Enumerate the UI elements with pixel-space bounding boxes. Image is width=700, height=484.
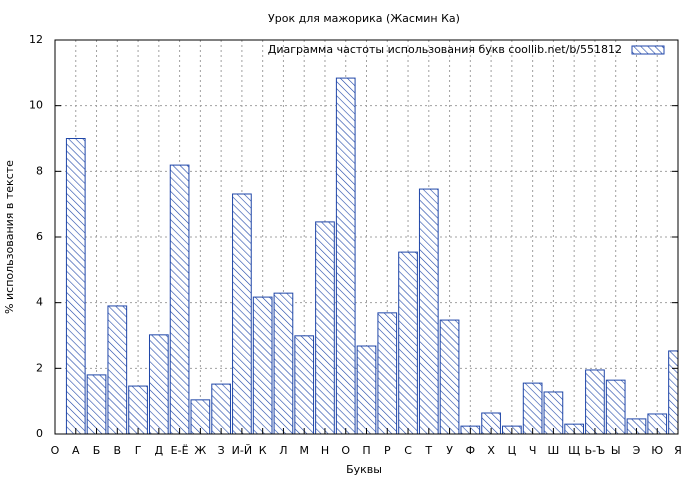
x-tick-label: А [72, 444, 80, 457]
bar [335, 77, 356, 434]
bar [190, 399, 211, 434]
x-tick-label: Ю [651, 444, 663, 457]
x-tick-label: З [218, 444, 225, 457]
y-tick-label: 12 [29, 33, 43, 46]
x-tick-label: Т [424, 444, 432, 457]
bar [211, 383, 231, 434]
bar [65, 138, 86, 434]
x-tick-label: У [446, 444, 453, 457]
bar [232, 193, 252, 434]
bar [377, 312, 398, 434]
legend-swatch [631, 45, 665, 55]
bar [86, 374, 107, 434]
y-tick-label: 4 [36, 296, 43, 309]
legend-label: Диаграмма частоты использования букв coo… [268, 43, 622, 56]
x-tick-label: Ш [548, 444, 560, 457]
x-tick-label: М [299, 444, 309, 457]
bar [647, 413, 668, 434]
y-tick-label: 8 [36, 164, 43, 177]
x-tick-label: П [362, 444, 370, 457]
x-tick-label: Я [674, 444, 682, 457]
bar [252, 296, 273, 434]
x-tick-label: Г [135, 444, 142, 457]
bar [107, 305, 128, 434]
x-tick-label: О [341, 444, 350, 457]
bar [273, 292, 294, 434]
bar [668, 350, 678, 434]
y-tick-label: 0 [36, 427, 43, 440]
bar [585, 369, 605, 434]
x-tick-label: Е-Ё [171, 444, 189, 457]
bar [398, 251, 418, 434]
bars [65, 77, 678, 434]
bar [315, 221, 335, 434]
bar [626, 418, 647, 434]
bar [148, 334, 169, 434]
x-tick-label: Ф [466, 444, 475, 457]
bar [605, 379, 626, 434]
bar [169, 164, 190, 434]
x-tick-label: Ч [529, 444, 537, 457]
x-tick-label: Д [155, 444, 164, 457]
chart-title: Урок для мажорика (Жасмин Ка) [268, 12, 460, 25]
x-tick-label: Щ [568, 444, 580, 457]
x-tick-label: Х [487, 444, 495, 457]
y-tick-label: 10 [29, 99, 43, 112]
x-tick-label: Н [321, 444, 329, 457]
x-tick-label: Б [93, 444, 101, 457]
y-tick-label: 2 [36, 361, 43, 374]
x-tick-label: Ы [611, 444, 621, 457]
bar [543, 391, 564, 434]
x-tick-label: Э [633, 444, 641, 457]
x-tick-label: К [259, 444, 267, 457]
bar [356, 345, 377, 434]
x-axis-label: Буквы [346, 463, 382, 476]
x-tick-label: С [404, 444, 412, 457]
x-tick-label: Л [279, 444, 287, 457]
y-tick-label: 6 [36, 230, 43, 243]
bar [439, 319, 460, 434]
x-tick-label: Ц [508, 444, 517, 457]
bar [418, 188, 439, 434]
x-tick-label: Р [384, 444, 391, 457]
bar [522, 382, 543, 434]
bar [128, 385, 148, 434]
bar [294, 335, 315, 434]
x-tick-label: И-Й [232, 444, 252, 457]
y-axis-label: % использования в тексте [3, 160, 16, 314]
x-tick-label: Ж [194, 444, 206, 457]
x-tick-label: О [51, 444, 60, 457]
x-tick-label: В [114, 444, 122, 457]
x-tick-label: Ь-Ъ [585, 444, 606, 457]
legend: Диаграмма частоты использования букв coo… [268, 43, 665, 56]
